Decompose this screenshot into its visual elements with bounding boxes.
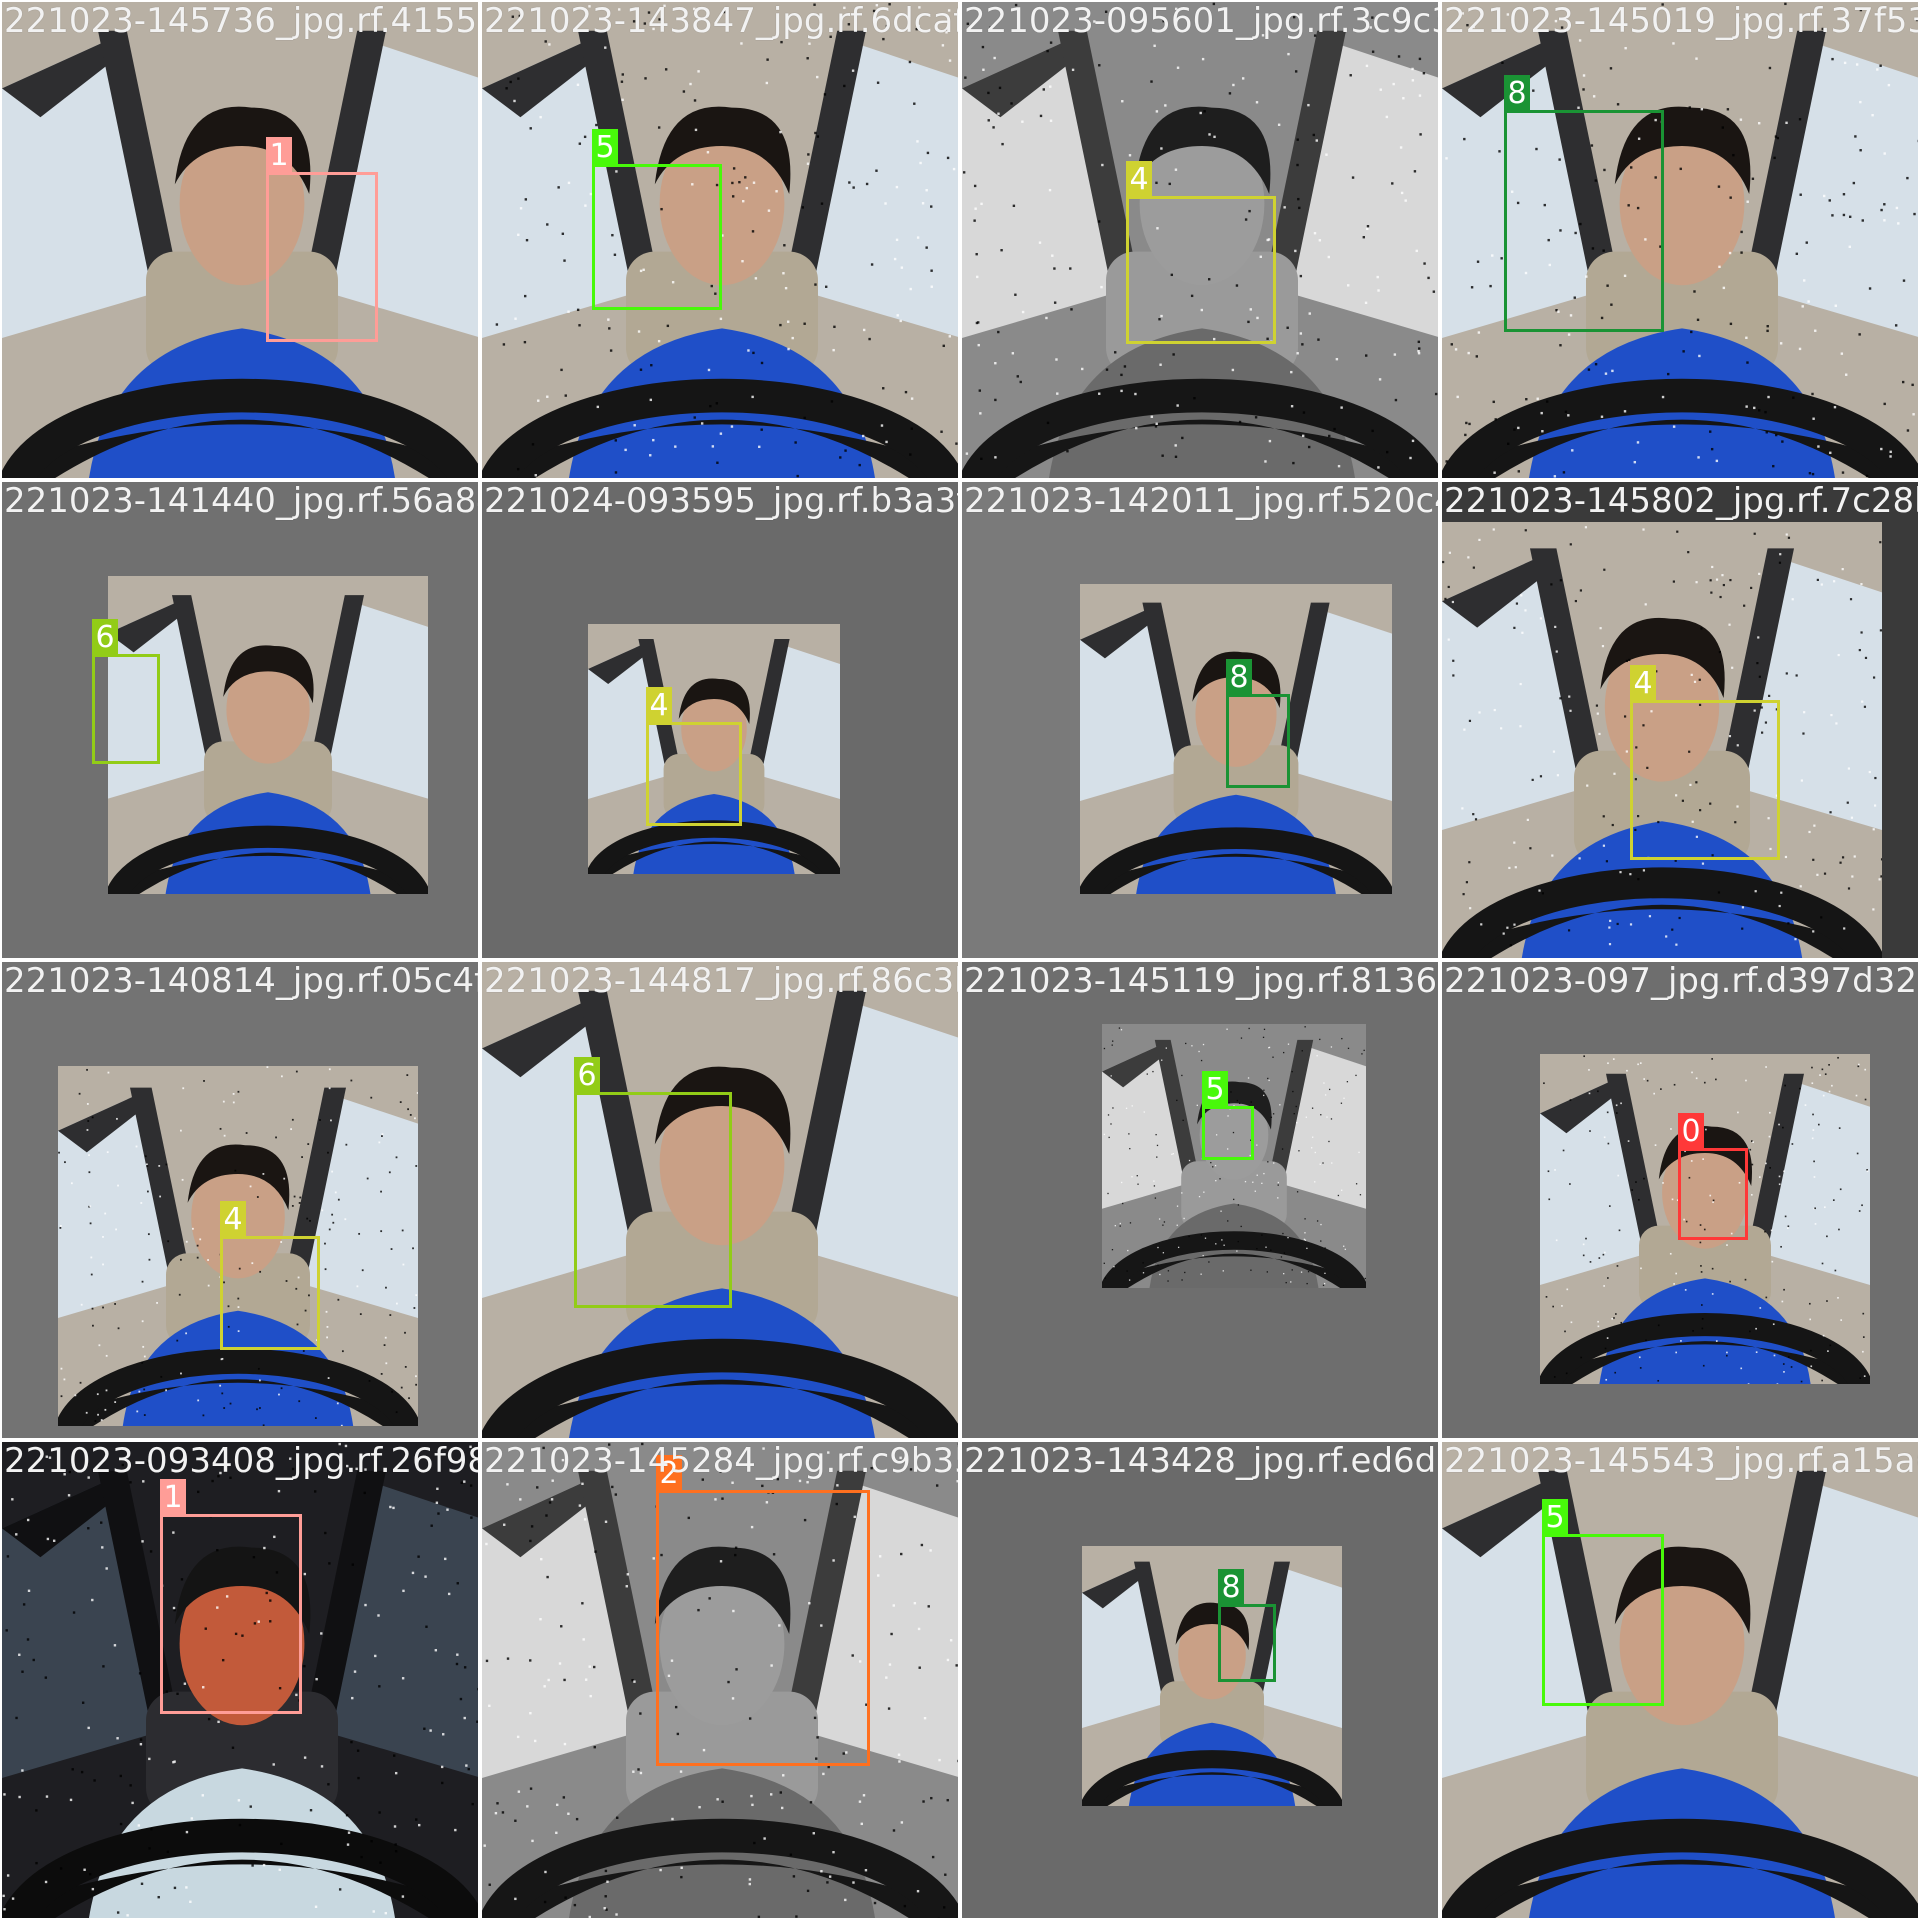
detection-class-label: 1: [160, 1479, 186, 1515]
detection-class-label: 8: [1226, 659, 1252, 695]
detection-box: 4: [1630, 665, 1780, 860]
detection-class-label: 6: [574, 1057, 600, 1093]
driver-cabin-photo: [2, 1442, 478, 1918]
detection-class-label: 8: [1218, 1569, 1244, 1605]
detection-class-label: 2: [656, 1455, 682, 1491]
driver-cabin-photo: [1540, 1054, 1870, 1384]
detection-class-label: 4: [1126, 161, 1152, 197]
driver-cabin-photo: [588, 624, 840, 874]
mosaic-tile: 0 221023-097_jpg.rf.d397d32de1089: [1440, 960, 1920, 1440]
detection-class-label: 5: [1542, 1499, 1568, 1535]
driver-cabin-photo: [58, 1066, 418, 1426]
mosaic-tile: 4 221023-140814_jpg.rf.05c4f5d3e39e44d17e: [0, 960, 480, 1440]
mosaic-tile: 8 221023-143428_jpg.rf.ed6d921d7ef45503: [960, 1440, 1440, 1920]
detection-box: 4: [1126, 161, 1276, 344]
driver-cabin-photo: [962, 2, 1438, 478]
driver-cabin-photo: [1442, 522, 1882, 958]
mosaic-tile: 4 221023-145802_jpg.rf.7c28b84f27e6c2aa: [1440, 480, 1920, 960]
detection-box: 5: [1202, 1071, 1254, 1160]
driver-cabin-photo: [1082, 1546, 1342, 1806]
mosaic-tile: 6 221023-141440_jpg.rf.56a84d1b0a2cc2e88: [0, 480, 480, 960]
tile-filename: 221023-145802_jpg.rf.7c28b84f27e6c2aa: [1444, 481, 1918, 521]
detection-class-label: 0: [1678, 1113, 1704, 1149]
mosaic-tile: 1221023-145736_jpg.rf.41555d2d1b3d24384d…: [0, 0, 480, 480]
tile-filename: 221023-145119_jpg.rf.8136a0a017f4fed83: [964, 961, 1438, 1001]
detection-class-label: 4: [220, 1201, 246, 1237]
tile-filename: 221023-097_jpg.rf.d397d32de1089: [1444, 961, 1918, 1001]
detection-box: 5: [592, 129, 722, 310]
driver-cabin-photo: [1080, 584, 1392, 894]
tile-filename: 221024-093595_jpg.rf.b3a3f2c838d4af03: [484, 481, 958, 521]
detection-box: 8: [1218, 1569, 1276, 1682]
driver-cabin-photo: [2, 2, 478, 478]
mosaic-tile: 4 221024-093595_jpg.rf.b3a3f2c838d4af03: [480, 480, 960, 960]
detection-box: 0: [1678, 1113, 1748, 1240]
detection-class-label: 1: [266, 137, 292, 173]
detection-class-label: 6: [92, 619, 118, 655]
detection-class-label: 5: [592, 129, 618, 165]
tile-filename: 221023-142011_jpg.rf.520c4235ca615a8c2: [964, 481, 1438, 521]
detection-class-label: 4: [1630, 665, 1656, 701]
mosaic-tile: 8 221023-142011_jpg.rf.520c4235ca615a8c2: [960, 480, 1440, 960]
tile-filename: 221023-143428_jpg.rf.ed6d921d7ef45503: [964, 1441, 1438, 1481]
detection-class-label: 4: [646, 687, 672, 723]
driver-cabin-photo: [482, 1442, 958, 1918]
detection-class-label: 5: [1202, 1071, 1228, 1107]
detection-box: 6: [92, 619, 160, 764]
detection-box: 4: [646, 687, 742, 826]
driver-cabin-photo: [1442, 1442, 1918, 1918]
tile-filename: 221023-141440_jpg.rf.56a84d1b0a2cc2e88: [4, 481, 478, 521]
detection-box: 8: [1226, 659, 1290, 788]
detection-box: 2: [656, 1455, 870, 1766]
detection-box: 4: [220, 1201, 320, 1350]
detection-box: 8: [1504, 75, 1664, 332]
mosaic-tile: 5 221023-145119_jpg.rf.8136a0a017f4fed83: [960, 960, 1440, 1440]
detection-box: 6: [574, 1057, 732, 1308]
driver-cabin-photo: [108, 576, 428, 894]
detection-box: 1: [266, 137, 378, 342]
tile-filename: 221023-140814_jpg.rf.05c4f5d3e39e44d17e: [4, 961, 478, 1001]
driver-cabin-photo: [1102, 1024, 1366, 1288]
detection-class-label: 8: [1504, 75, 1530, 111]
detection-box: 1: [160, 1479, 302, 1714]
detection-box: 5: [1542, 1499, 1664, 1706]
